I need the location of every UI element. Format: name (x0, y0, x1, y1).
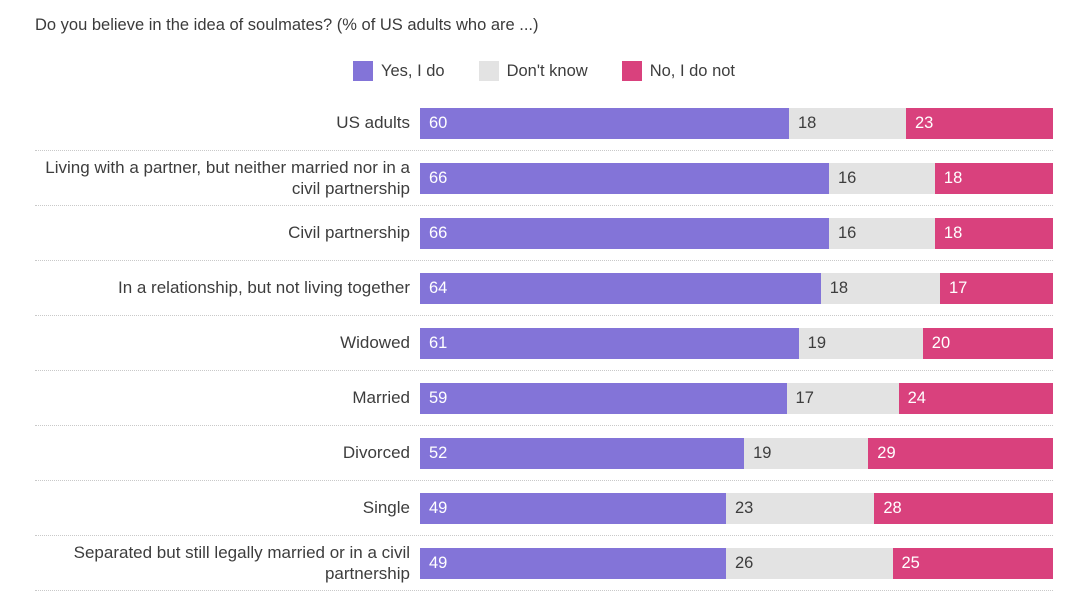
bar-segment-no-i-do-not: 28 (874, 492, 1053, 524)
stacked-bar: 64 18 17 (420, 272, 1053, 304)
bar-segment-yes-i-do: 60 (420, 107, 789, 139)
legend-swatch-no-icon (621, 61, 642, 81)
chart-row: Married 59 17 24 (35, 371, 1053, 426)
bar-segment-no-i-do-not: 18 (934, 217, 1053, 249)
category-label: Single (362, 498, 410, 518)
stacked-bar: 66 16 18 (420, 162, 1053, 194)
chart-row: US adults 60 18 23 (35, 96, 1053, 151)
bar-segment-dont-know: 19 (744, 437, 869, 469)
bar-segment-dont-know: 18 (789, 107, 906, 139)
bar-segment-no-i-do-not: 17 (939, 272, 1053, 304)
legend-item-no: No, I do not (621, 61, 736, 81)
chart-title: Do you believe in the idea of soulmates?… (35, 16, 539, 34)
bar-segment-no-i-do-not: 29 (868, 437, 1053, 469)
bar-segment-yes-i-do: 61 (420, 327, 799, 359)
bar-segment-dont-know: 16 (828, 217, 935, 249)
bar-segment-dont-know: 19 (798, 327, 923, 359)
stacked-bar: 49 23 28 (420, 492, 1053, 524)
category-label: Married (352, 388, 410, 408)
bar-segment-dont-know: 26 (725, 547, 893, 579)
bar-segment-yes-i-do: 66 (420, 217, 829, 249)
bar-segment-dont-know: 18 (820, 272, 940, 304)
stacked-bar: 60 18 23 (420, 107, 1053, 139)
category-label: In a relationship, but not living togeth… (117, 278, 410, 298)
category-label: Divorced (342, 443, 410, 463)
chart-row: Single 49 23 28 (35, 481, 1053, 536)
legend-label-no: No, I do not (649, 61, 736, 80)
bar-segment-yes-i-do: 64 (420, 272, 821, 304)
chart-row: Divorced 52 19 29 (35, 426, 1053, 481)
chart-row: Living with a partner, but neither marri… (35, 151, 1053, 206)
bar-segment-no-i-do-not: 20 (922, 327, 1053, 359)
stacked-bar: 52 19 29 (420, 437, 1053, 469)
legend-item-yes: Yes, I do (352, 61, 445, 81)
chart-rows: US adults 60 18 23 Living with a partner, bu… (35, 96, 1053, 591)
bar-segment-no-i-do-not: 25 (892, 547, 1053, 579)
bar-segment-no-i-do-not: 18 (934, 162, 1053, 194)
bar-segment-yes-i-do: 66 (420, 162, 829, 194)
legend-label-dont-know: Don't know (506, 61, 588, 80)
legend-swatch-yes-icon (352, 61, 373, 81)
category-label: US adults (336, 113, 410, 133)
chart-row: Widowed 61 19 20 (35, 316, 1053, 371)
stacked-bar: 59 17 24 (420, 382, 1053, 414)
legend: Yes, I do Don't know No, I do not (35, 60, 1053, 82)
category-label: Civil partnership (288, 223, 410, 243)
chart-row: Separated but still legally married or i… (35, 536, 1053, 591)
legend-swatch-dont-know-icon (478, 61, 499, 81)
category-label: Living with a partner, but neither marri… (45, 157, 410, 198)
category-label: Separated but still legally married or i… (73, 542, 410, 583)
stacked-bar: 66 16 18 (420, 217, 1053, 249)
stacked-bar: 61 19 20 (420, 327, 1053, 359)
bar-segment-yes-i-do: 59 (420, 382, 787, 414)
bar-segment-no-i-do-not: 23 (906, 107, 1053, 139)
chart-row: In a relationship, but not living togeth… (35, 261, 1053, 316)
bar-segment-no-i-do-not: 24 (898, 382, 1053, 414)
bar-segment-yes-i-do: 49 (420, 492, 726, 524)
bar-segment-dont-know: 16 (828, 162, 935, 194)
bar-segment-dont-know: 17 (786, 382, 899, 414)
legend-label-yes: Yes, I do (380, 61, 445, 80)
bar-segment-yes-i-do: 52 (420, 437, 745, 469)
bar-segment-yes-i-do: 49 (420, 547, 726, 579)
chart-row: Civil partnership 66 16 18 (35, 206, 1053, 261)
legend-item-dont-know: Don't know (478, 61, 588, 81)
stacked-bar: 49 26 25 (420, 547, 1053, 579)
bar-segment-dont-know: 23 (725, 492, 875, 524)
category-label: Widowed (340, 333, 410, 353)
